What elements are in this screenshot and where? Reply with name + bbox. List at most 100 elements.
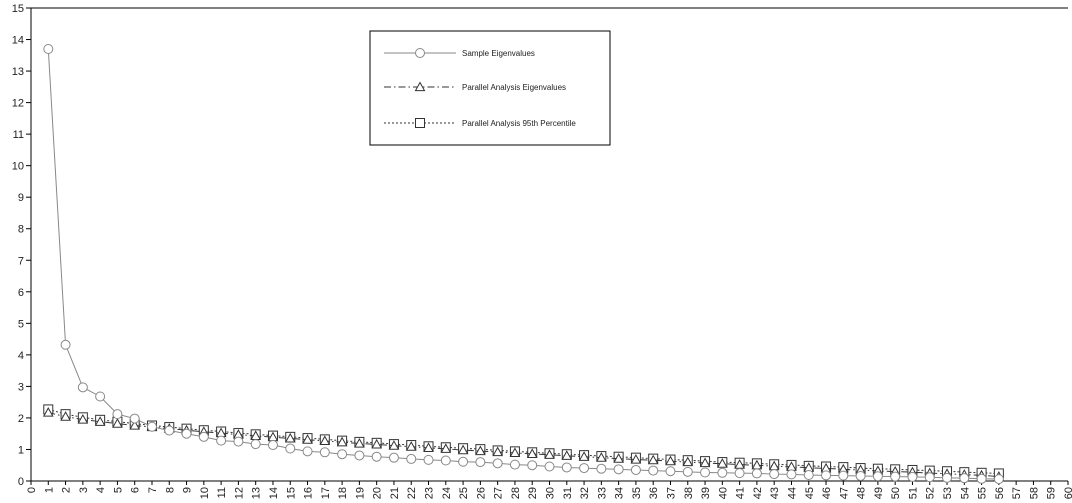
x-tick-label: 4 <box>95 487 107 493</box>
x-tick-label: 53 <box>942 487 954 499</box>
x-tick-label: 26 <box>475 487 487 499</box>
data-point <box>544 461 555 472</box>
x-tick-label: 18 <box>337 487 349 499</box>
data-point <box>423 454 434 465</box>
data-point <box>458 456 469 467</box>
data-point <box>492 458 503 469</box>
x-tick-label: 30 <box>545 487 557 499</box>
data-point <box>42 407 54 417</box>
x-tick-label: 60 <box>1063 487 1072 499</box>
y-tick-label: 3 <box>18 381 24 393</box>
data-point <box>855 470 866 481</box>
data-point <box>700 467 711 478</box>
legend-label: Parallel Analysis 95th Percentile <box>462 119 576 128</box>
y-tick-label: 13 <box>12 66 24 78</box>
data-point <box>216 435 227 446</box>
y-tick-label: 7 <box>18 255 24 267</box>
data-point <box>146 421 157 432</box>
data-point <box>440 443 452 453</box>
x-tick-label: 50 <box>890 487 902 499</box>
x-tick-label: 5 <box>112 487 124 493</box>
data-point <box>440 455 451 466</box>
data-point <box>405 441 417 451</box>
series-1 <box>42 407 1005 481</box>
y-tick-label: 9 <box>18 192 24 204</box>
data-point <box>77 382 88 393</box>
x-tick-label: 27 <box>493 487 505 499</box>
data-point <box>43 43 54 54</box>
data-point <box>77 413 89 424</box>
x-tick-label: 57 <box>1011 487 1023 499</box>
data-point <box>682 466 693 477</box>
data-point <box>561 462 572 473</box>
data-point <box>388 452 399 463</box>
y-tick-label: 15 <box>12 3 24 15</box>
data-point <box>371 451 382 462</box>
data-point <box>164 425 175 436</box>
data-point <box>233 436 244 447</box>
data-point <box>337 449 348 460</box>
y-tick-label: 4 <box>18 350 24 362</box>
data-point <box>112 409 123 420</box>
x-tick-label: 3 <box>78 487 90 493</box>
x-tick-label: 38 <box>683 487 695 499</box>
x-tick-label: 10 <box>199 487 211 499</box>
data-point <box>838 470 849 481</box>
data-point <box>561 450 573 460</box>
data-point <box>112 418 123 428</box>
legend-marker <box>414 81 426 92</box>
y-tick-label: 8 <box>18 224 24 236</box>
legend-label: Parallel Analysis Eigenvalues <box>462 83 566 92</box>
x-tick-label: 28 <box>510 487 522 499</box>
data-point <box>716 458 728 468</box>
x-tick-label: 19 <box>354 487 366 499</box>
data-point <box>509 447 521 458</box>
data-point <box>924 472 935 483</box>
data-point <box>544 449 555 459</box>
x-tick-label: 47 <box>838 487 850 499</box>
legend-marker <box>415 118 425 128</box>
legend: Sample Eigenvalues Parallel Analysis Eige… <box>369 30 611 146</box>
x-tick-label: 7 <box>147 487 159 493</box>
x-tick-label: 46 <box>821 487 833 499</box>
data-point <box>630 454 642 464</box>
x-tick-label: 33 <box>596 487 608 499</box>
x-tick-label: 25 <box>458 487 470 499</box>
x-tick-label: 35 <box>631 487 643 499</box>
x-tick-label: 55 <box>977 487 989 499</box>
y-tick-label: 2 <box>18 413 24 425</box>
data-point <box>336 436 348 447</box>
data-point <box>821 470 832 481</box>
y-tick-label: 14 <box>12 35 24 47</box>
x-tick-label: 45 <box>804 487 816 499</box>
x-tick-label: 8 <box>164 487 176 493</box>
x-tick-label: 20 <box>372 487 384 499</box>
x-tick-label: 37 <box>665 487 677 499</box>
data-point <box>630 464 641 475</box>
data-point <box>786 469 797 480</box>
data-point <box>492 446 503 457</box>
x-tick-label: 44 <box>786 487 798 499</box>
x-tick-label: 1 <box>43 487 55 493</box>
x-tick-label: 40 <box>717 487 729 499</box>
x-axis: 0 1 2 3 4 5 6 7 8 9 10 11 12 13 14 15 16 17 18 19 20 21 22 23 24… <box>26 480 1072 499</box>
data-point <box>699 457 711 468</box>
x-tick-label: 21 <box>389 487 401 499</box>
x-tick-label: 2 <box>61 487 73 493</box>
x-tick-label: 29 <box>527 487 539 499</box>
data-point <box>665 466 676 477</box>
x-tick-label: 0 <box>26 487 38 493</box>
data-point <box>354 437 365 448</box>
x-tick-label: 6 <box>130 487 142 493</box>
series-0 <box>43 43 1004 485</box>
data-point <box>319 447 330 458</box>
data-point <box>648 465 659 476</box>
data-point <box>302 446 313 457</box>
data-point <box>682 456 694 467</box>
x-tick-label: 31 <box>562 487 574 499</box>
x-tick-label: 22 <box>406 487 418 499</box>
x-tick-label: 11 <box>216 487 228 498</box>
x-tick-label: 9 <box>182 487 194 493</box>
data-point <box>872 471 883 482</box>
